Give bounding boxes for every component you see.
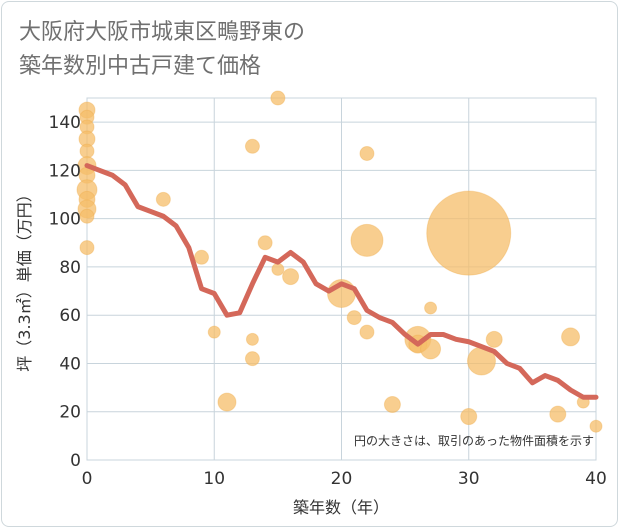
bubble-point	[589, 419, 603, 433]
chart-title-line-2: 築年数別中古戸建て価格	[19, 54, 262, 79]
y-tick-label: 80	[59, 258, 81, 278]
plot-border	[86, 97, 597, 461]
x-tick-label: 0	[82, 469, 93, 489]
bubble-point	[424, 301, 438, 315]
bubble-point	[549, 405, 567, 423]
bubble-point	[79, 208, 95, 224]
average-line	[84, 163, 599, 400]
y-tick-label: 60	[59, 306, 81, 326]
y-tick-label: 140	[49, 113, 81, 133]
y-tick-label: 100	[49, 210, 81, 230]
bubble-point	[79, 143, 95, 159]
x-axis-label: 築年数（年）	[293, 498, 389, 517]
bubble-point	[244, 351, 260, 367]
x-tick-label: 10	[203, 469, 225, 489]
bubble-point	[359, 146, 375, 162]
x-tick-label: 30	[458, 469, 480, 489]
bubble-point	[485, 330, 503, 348]
bubble-point	[79, 240, 95, 256]
chart-title: 大阪府大阪市城東区鴫野東の 築年数別中古戸建て価格	[19, 16, 305, 84]
bubble-point	[561, 327, 581, 347]
bubble-point	[460, 408, 478, 426]
chart-title-line-1: 大阪府大阪市城東区鴫野東の	[19, 20, 306, 45]
bubble-point	[359, 324, 375, 340]
bubble-point	[155, 191, 171, 207]
y-axis-label: 坪（3.3㎡）単価（万円）	[15, 186, 34, 371]
y-tick-label: 0	[70, 451, 81, 471]
bubble-point	[270, 90, 286, 106]
x-tick-label: 20	[331, 469, 353, 489]
bubble-point	[217, 392, 237, 412]
bubble-point	[420, 338, 442, 360]
bubble-point	[244, 138, 260, 154]
bubble-series	[76, 90, 603, 433]
bubble-point	[245, 332, 259, 346]
bubble-point	[257, 235, 273, 251]
bubble-point	[383, 395, 401, 413]
y-tick-label: 40	[59, 354, 81, 374]
y-tick-label: 20	[59, 403, 81, 423]
bubble-point	[271, 262, 285, 276]
bubble-point	[194, 249, 210, 265]
bubble-point	[282, 268, 300, 286]
x-tick-label: 40	[585, 469, 607, 489]
average-line-series	[84, 163, 599, 400]
axis-ticks: 0 10 20 30 40 0 20 40 60 80 100 120 140	[49, 113, 607, 489]
y-tick-label: 120	[49, 161, 81, 181]
bubble-point	[346, 310, 362, 326]
bubble-point	[350, 223, 384, 257]
size-note: 円の大きさは、取引のあった物件面積を示す	[354, 433, 594, 448]
bubble-point	[207, 325, 221, 339]
bubble-point	[426, 190, 512, 276]
